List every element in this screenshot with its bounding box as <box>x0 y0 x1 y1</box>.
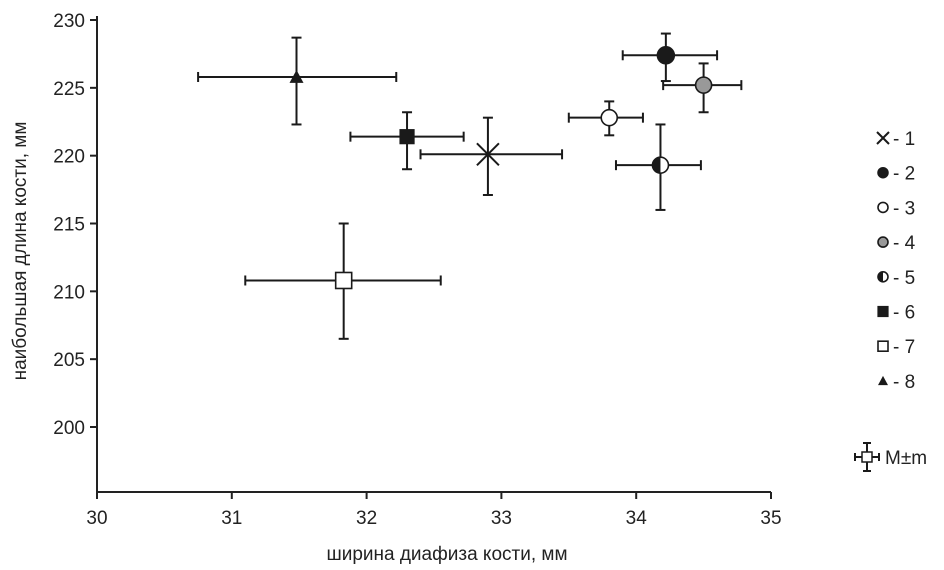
x-axis-title: ширина диафиза кости, мм <box>326 544 567 565</box>
legend-label: - 4 <box>893 233 916 254</box>
marker-circle-half <box>877 270 889 283</box>
marker-circle-gray <box>694 76 713 94</box>
x-stroke <box>476 142 500 167</box>
dot <box>877 166 889 179</box>
data-point-5 <box>614 123 702 211</box>
y-tick-label: 220 <box>53 147 85 168</box>
dot <box>877 236 889 248</box>
legend-item-6: - 6 <box>877 303 915 324</box>
data-point-8 <box>197 36 398 126</box>
y-axis-title: наибольшая длина кости, мм <box>10 122 31 381</box>
legend: - 1 - 2 - 3 - 4 - 5 - 6 - 7 - 8 <box>876 129 916 393</box>
x-tick-label: 30 <box>86 508 107 529</box>
data-point-7 <box>244 222 442 340</box>
x-tick-label: 32 <box>356 508 377 529</box>
x-tick-label: 31 <box>221 508 242 529</box>
y-tick-label: 230 <box>53 11 85 32</box>
y-tick-label: 205 <box>53 350 85 371</box>
legend-item-8: - 8 <box>878 372 915 393</box>
marker-x <box>876 131 890 145</box>
y-tick-label: 215 <box>53 215 85 236</box>
marker-circle-filled <box>656 46 676 65</box>
data-point-3 <box>567 100 644 137</box>
marker-triangle-filled <box>289 69 304 83</box>
half-fill <box>652 157 661 174</box>
triangle <box>289 69 304 83</box>
marker-circle-filled <box>877 166 889 179</box>
y-tick-label: 210 <box>53 282 85 303</box>
marker-circle-half <box>651 156 670 174</box>
error-key-label: M±m <box>885 448 927 469</box>
square <box>877 305 889 318</box>
triangle <box>878 375 888 386</box>
data-point-1 <box>419 116 564 197</box>
marker-circle-open <box>877 201 889 214</box>
marker-circle-gray <box>877 236 889 248</box>
square <box>399 129 415 145</box>
x-stroke <box>876 131 890 145</box>
legend-label: - 7 <box>893 337 915 358</box>
key-square <box>861 451 873 463</box>
legend-item-5: - 5 <box>877 268 915 289</box>
x-tick-label: 33 <box>491 508 512 529</box>
dot <box>877 201 889 214</box>
plot-area <box>197 32 743 340</box>
data-point-2 <box>621 32 719 83</box>
marker-x <box>476 142 500 167</box>
axes: 30 31 32 33 34 35 200 205 210 215 220 225 230 <box>53 11 781 529</box>
half-fill <box>878 271 883 282</box>
data-point-6 <box>349 111 465 171</box>
x-tick-label: 35 <box>760 508 781 529</box>
legend-label: - 6 <box>893 303 915 324</box>
legend-label: - 5 <box>893 268 915 289</box>
legend-item-2: - 2 <box>877 164 915 185</box>
data-point-4 <box>662 62 743 114</box>
legend-item-7: - 7 <box>877 337 915 358</box>
dot <box>656 46 676 65</box>
legend-label: - 8 <box>893 372 915 393</box>
marker-square-open <box>334 271 353 290</box>
marker-square-filled <box>877 305 889 318</box>
legend-item-1: - 1 <box>876 129 915 150</box>
legend-label: - 2 <box>893 164 915 185</box>
legend-label: - 3 <box>893 198 915 219</box>
marker-triangle-filled <box>878 375 888 386</box>
error-bar-key: M±m <box>854 442 927 472</box>
legend-item-4: - 4 <box>877 233 916 254</box>
marker-circle-open <box>600 108 619 127</box>
legend-item-3: - 3 <box>877 198 915 219</box>
square <box>334 271 353 290</box>
marker-square-filled <box>399 129 415 145</box>
square <box>877 340 889 353</box>
dot <box>694 76 713 94</box>
dot <box>600 108 619 127</box>
y-tick-label: 225 <box>53 79 85 100</box>
x-tick-label: 34 <box>626 508 648 529</box>
legend-label: - 1 <box>893 129 915 150</box>
marker-square-open <box>877 340 889 353</box>
y-tick-label: 200 <box>53 418 85 439</box>
